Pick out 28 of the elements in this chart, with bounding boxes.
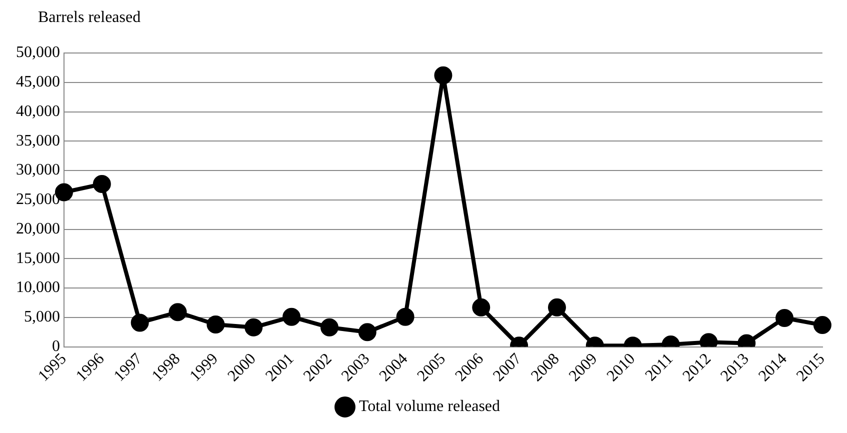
- point: [206, 315, 225, 334]
- y-tick-label: 45,000: [16, 74, 60, 91]
- point: [396, 308, 414, 326]
- x-tick-label: 2001: [262, 350, 298, 386]
- y-tick-label: 40,000: [16, 102, 60, 120]
- y-tick-label: 35,000: [16, 132, 60, 150]
- y-tick-label: 10,000: [16, 279, 60, 296]
- point: [472, 298, 490, 316]
- point: [168, 303, 187, 322]
- y-tick-label: 5,000: [24, 308, 60, 326]
- y-tick-label: 50,000: [16, 44, 60, 62]
- point: [282, 308, 301, 326]
- point: [813, 316, 832, 334]
- point: [434, 66, 452, 84]
- y-axis-title: Barrels released: [38, 9, 141, 26]
- point: [320, 318, 338, 336]
- point: [358, 323, 376, 342]
- y-tick-label: 30,000: [16, 162, 60, 179]
- point: [130, 314, 149, 332]
- point: [776, 309, 794, 328]
- y-tick-label: 20,000: [16, 220, 60, 238]
- legend-label: Total volume released: [358, 398, 500, 416]
- point: [548, 298, 566, 316]
- point: [244, 318, 263, 336]
- point: [92, 175, 111, 194]
- x-tick-label: 2011: [642, 350, 677, 385]
- y-tick-label: 15,000: [16, 250, 60, 267]
- x-tick-label: 1999: [186, 350, 222, 386]
